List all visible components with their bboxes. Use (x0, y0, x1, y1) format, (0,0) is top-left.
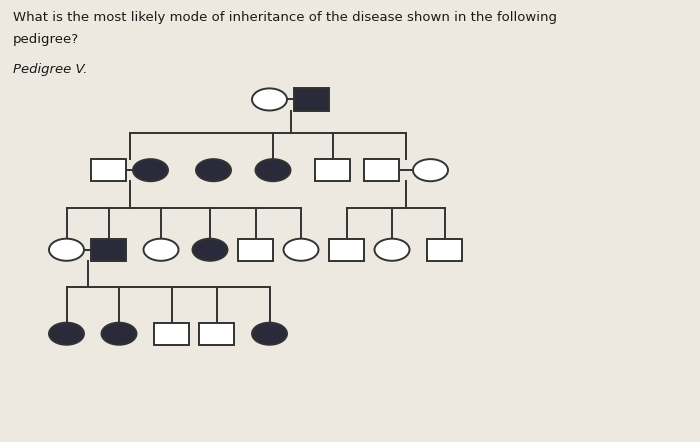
Bar (364, 159, 399, 181)
Bar (427, 239, 462, 261)
Bar (315, 159, 350, 181)
Circle shape (193, 239, 228, 261)
Bar (329, 239, 364, 261)
Circle shape (252, 88, 287, 110)
Text: What is the most likely mode of inheritance of the disease shown in the followin: What is the most likely mode of inherita… (13, 11, 556, 24)
Bar (91, 239, 126, 261)
Circle shape (413, 159, 448, 181)
Text: pedigree?: pedigree? (13, 33, 78, 46)
Circle shape (374, 239, 409, 261)
Bar (238, 239, 273, 261)
Bar (294, 88, 329, 110)
Bar (199, 323, 234, 345)
Circle shape (133, 159, 168, 181)
Circle shape (284, 239, 318, 261)
Bar (91, 159, 126, 181)
Circle shape (196, 159, 231, 181)
Circle shape (49, 239, 84, 261)
Circle shape (144, 239, 178, 261)
Text: Pedigree V.: Pedigree V. (13, 63, 87, 76)
Bar (154, 323, 189, 345)
Circle shape (256, 159, 290, 181)
Circle shape (102, 323, 136, 345)
Circle shape (252, 323, 287, 345)
Circle shape (49, 323, 84, 345)
